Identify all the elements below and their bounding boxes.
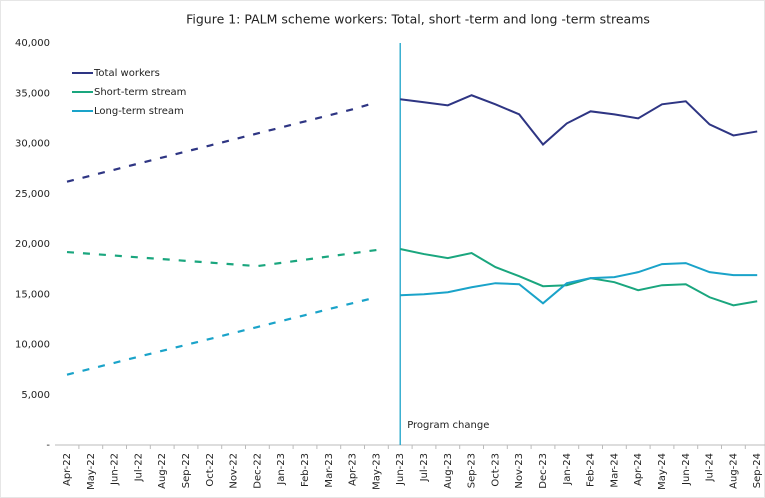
y-tick-label: 10,000 — [15, 340, 50, 351]
line-dashed — [66, 101, 377, 183]
x-tick-label: Feb-24 — [586, 453, 597, 487]
y-tick-label: 25,000 — [15, 189, 50, 200]
x-tick-label: Feb-23 — [300, 453, 311, 487]
x-tick-label: Nov-23 — [514, 453, 525, 489]
x-tick-label: Oct-22 — [205, 453, 216, 487]
x-tick-label: Aug-22 — [157, 453, 168, 489]
x-tick-label: May-23 — [371, 453, 382, 490]
x-tick-label: Sep-23 — [467, 453, 478, 488]
y-tick-label: 30,000 — [15, 139, 50, 150]
x-tick-label: Dec-22 — [252, 453, 263, 489]
y-tick-label: 5,000 — [21, 390, 50, 401]
y-tick-label: - — [46, 440, 50, 451]
y-tick-label: 35,000 — [15, 88, 50, 99]
x-tick-label: May-24 — [657, 453, 668, 490]
x-tick-label: Sep-24 — [752, 453, 763, 488]
x-tick-label: Dec-23 — [538, 453, 549, 489]
legend-label: Total workers — [93, 68, 160, 79]
x-tick-label: Aug-24 — [728, 453, 739, 489]
x-tick-label: Jun-23 — [395, 453, 406, 486]
x-tick-label: Jun-22 — [110, 453, 121, 486]
x-tick-label: Sep-22 — [181, 453, 192, 488]
y-tick-label: 40,000 — [15, 38, 50, 49]
x-tick-label: Nov-22 — [229, 453, 240, 489]
x-tick-label: Apr-24 — [633, 453, 644, 486]
x-tick-label: Jan-24 — [562, 453, 573, 486]
x-tick-label: Oct-23 — [490, 453, 501, 487]
y-tick-label: 15,000 — [15, 289, 50, 300]
line — [400, 94, 758, 146]
x-tick-label: Jul-23 — [419, 453, 430, 482]
x-tick-label: Mar-23 — [324, 453, 335, 488]
annotation-text: Program change — [407, 420, 489, 431]
x-tick-label: Jun-24 — [681, 453, 692, 486]
line-dashed — [66, 296, 377, 376]
line-dashed — [66, 248, 377, 268]
x-tick-label: May-22 — [86, 453, 97, 490]
legend-label: Short-term stream — [94, 87, 186, 98]
x-tick-label: Mar-24 — [609, 453, 620, 488]
x-tick-label: Jul-24 — [705, 453, 716, 482]
x-tick-label: Apr-23 — [348, 453, 359, 486]
x-tick-label: Jan-23 — [276, 453, 287, 486]
chart-title: Figure 1: PALM scheme workers: Total, sh… — [186, 12, 650, 27]
x-tick-label: Jul-22 — [133, 453, 144, 482]
x-tick-label: Aug-23 — [443, 453, 454, 489]
y-tick-label: 20,000 — [15, 239, 50, 250]
line — [400, 262, 758, 305]
x-tick-label: Apr-22 — [62, 453, 73, 486]
legend-label: Long-term stream — [94, 106, 184, 117]
